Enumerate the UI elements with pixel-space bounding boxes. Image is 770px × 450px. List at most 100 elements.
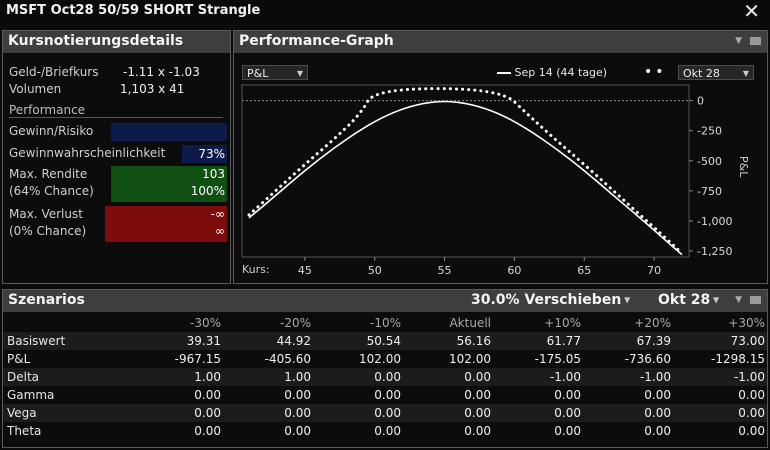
table-cell: 39.31 <box>131 332 223 350</box>
table-row: P&L -967.15 -405.60 102.00 102.00 -175.05 -736… <box>3 350 767 368</box>
win-probability-row: Gewinnwahrscheinlichkeit 73% <box>9 145 227 163</box>
y-tick-label: -750 <box>697 185 722 198</box>
scenario-expiry-dropdown[interactable]: Okt 28 ▼ <box>658 292 719 308</box>
panel-title: Kursnotierungsdetails <box>8 33 184 49</box>
win-probability-label: Gewinnwahrscheinlichkeit <box>9 146 166 160</box>
profit-risk-label: Gewinn/Risiko <box>9 124 94 138</box>
table-cell: 102.00 <box>359 352 401 366</box>
table-cell: 0.00 <box>313 404 403 422</box>
y-tick-label: -500 <box>697 155 722 168</box>
table-cell: 0.00 <box>738 388 765 402</box>
y-tick-label: -250 <box>697 125 722 138</box>
panel-header: Szenarios 30.0% Verschieben ▼ Okt 28 ▼ ▼ <box>3 290 767 312</box>
y-tick-label: -1,250 <box>697 245 732 258</box>
row-label: Vega <box>3 404 131 422</box>
x-tick-label: 65 <box>577 264 591 277</box>
table-cell: 0.00 <box>194 388 221 402</box>
table-cell: 1.00 <box>223 368 313 386</box>
metric-dropdown[interactable]: P&L ▼ <box>242 65 308 80</box>
performance-chart: 0 -250 -500 -750 -1,000 -1,250 45 50 55 60 65 70 K… <box>241 84 750 277</box>
header-blank <box>3 314 131 332</box>
table-row: Gamma 0.00 0.00 0.00 0.00 0.00 0.00 0.00 <box>3 386 767 404</box>
x-axis-prefix: Kurs: <box>242 263 270 276</box>
table-cell: 0.00 <box>464 424 491 438</box>
table-cell: 73.00 <box>673 332 767 350</box>
panel-menu-icon[interactable]: ▼ <box>735 295 742 305</box>
max-return-chance-value: 100% <box>190 184 225 198</box>
scenarios-panel: Szenarios 30.0% Verschieben ▼ Okt 28 ▼ ▼… <box>2 289 768 448</box>
panel-minimize-icon[interactable] <box>750 295 761 304</box>
legend-solid: Sep 14 (44 tage) <box>497 66 607 79</box>
table-cell: 0.00 <box>223 404 313 422</box>
performance-graph-panel: Performance-Graph ▼ P&L ▼ Sep 14 (44 tage… <box>233 30 768 284</box>
table-cell: 0.00 <box>131 404 223 422</box>
x-tick-label: 45 <box>298 264 312 277</box>
table-cell: -1.00 <box>583 368 673 386</box>
table-cell: 1.00 <box>131 368 223 386</box>
table-cell: 0.00 <box>583 404 673 422</box>
panel-header: Performance-Graph ▼ <box>234 31 767 53</box>
row-label: Basiswert <box>3 332 131 350</box>
table-cell: 67.39 <box>583 332 673 350</box>
series-expiry-line <box>247 87 684 255</box>
table-cell: 56.16 <box>403 332 493 350</box>
panel-menu-icon[interactable]: ▼ <box>735 36 742 46</box>
table-cell: 61.77 <box>493 332 583 350</box>
row-label: P&L <box>7 352 31 366</box>
table-cell: -1.00 <box>673 368 767 386</box>
profit-risk-box <box>111 123 227 141</box>
panel-minimize-icon[interactable] <box>750 36 761 45</box>
expiry-dropdown[interactable]: Okt 28 ▼ <box>678 65 754 80</box>
legend-solid-label: Sep 14 (44 tage) <box>514 66 608 79</box>
max-loss-chance-value: ∞ <box>215 224 225 238</box>
table-cell: 0.00 <box>313 368 403 386</box>
x-tick-label: 70 <box>647 264 661 277</box>
table-cell: 0.00 <box>644 424 671 438</box>
chevron-down-icon: ▼ <box>742 69 749 78</box>
x-tick-label: 50 <box>368 264 382 277</box>
table-cell: 0.00 <box>644 388 671 402</box>
table-row: Vega 0.00 0.00 0.00 0.00 0.00 0.00 0.00 <box>3 404 767 422</box>
table-cell: 0.00 <box>284 424 311 438</box>
column-header: +20% <box>634 316 671 330</box>
max-loss-label: Max. Verlust <box>9 207 83 221</box>
table-cell: 0.00 <box>403 404 493 422</box>
window-titlebar: MSFT Oct28 50/59 SHORT Strangle ✕ <box>0 0 770 24</box>
expiry-dropdown-value: Okt 28 <box>683 67 720 80</box>
table-cell: 0.00 <box>464 388 491 402</box>
max-return-chance-label: (64% Chance) <box>9 184 94 198</box>
table-cell: 50.54 <box>313 332 403 350</box>
quote-details-panel: Kursnotierungsdetails Geld-/Briefkurs -1… <box>2 30 231 284</box>
max-return-label: Max. Rendite <box>9 167 88 181</box>
legend-line-swatch <box>497 72 511 74</box>
plot-frame <box>241 84 690 258</box>
table-cell: -405.60 <box>264 352 311 366</box>
y-tick-label: -1,000 <box>697 215 732 228</box>
y-axis-title: P&L <box>737 156 750 178</box>
shift-dropdown[interactable]: 30.0% Verschieben ▼ <box>471 292 630 308</box>
win-probability-value: 73% <box>182 145 227 163</box>
table-cell: 0.00 <box>738 424 765 438</box>
close-icon[interactable]: ✕ <box>743 0 760 23</box>
column-header: -30% <box>189 316 221 330</box>
window-title: MSFT Oct28 50/59 SHORT Strangle <box>6 3 261 18</box>
y-tick-label: 0 <box>697 95 704 108</box>
table-cell: 0.00 <box>284 388 311 402</box>
volume-value: 1,103 x 41 <box>120 82 185 96</box>
table-cell: 0.00 <box>554 388 581 402</box>
table-cell: 0.00 <box>374 388 401 402</box>
max-loss-value: -∞ <box>210 207 225 221</box>
bid-ask-value: -1.11 x -1.03 <box>123 65 200 79</box>
x-tick-label: 55 <box>438 264 452 277</box>
panel-header: Kursnotierungsdetails <box>3 31 230 53</box>
table-cell: -1298.15 <box>711 352 765 366</box>
metric-dropdown-value: P&L <box>247 67 269 80</box>
column-header: -10% <box>369 316 401 330</box>
table-cell: 0.00 <box>194 424 221 438</box>
column-header: +30% <box>728 316 765 330</box>
profit-risk-row: Gewinn/Risiko <box>9 123 227 141</box>
row-label: Theta <box>7 424 42 438</box>
x-tick-label: 60 <box>507 264 521 277</box>
max-loss-box: -∞ ∞ <box>105 206 227 242</box>
shift-dropdown-value: 30.0% Verschieben <box>471 292 622 308</box>
